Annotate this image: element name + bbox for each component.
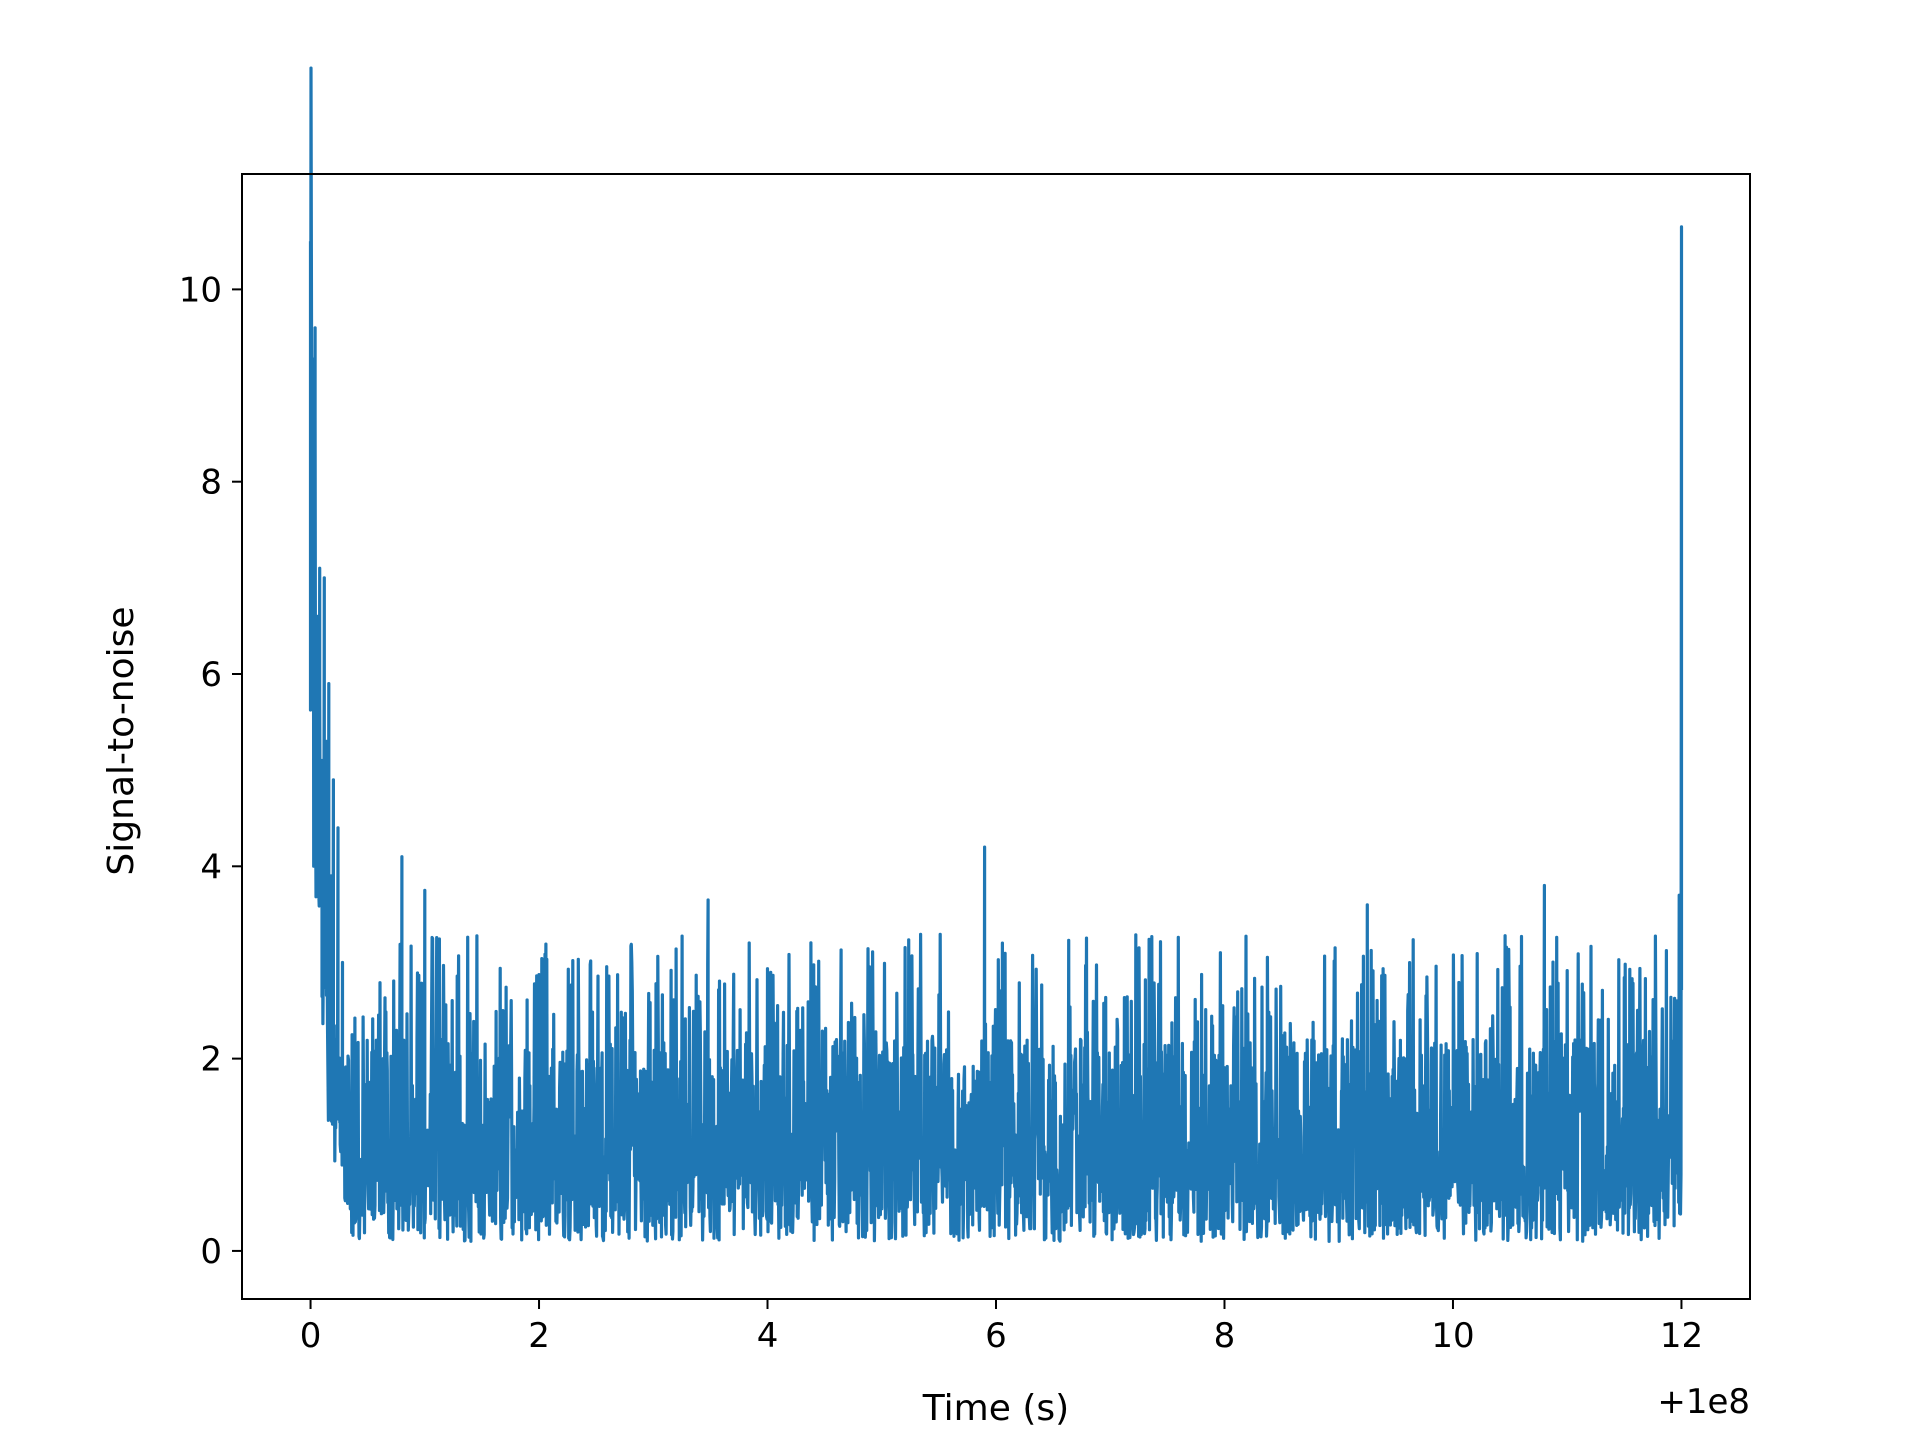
x-tick-label: 4 [757,1316,779,1356]
x-axis-ticks: 0 2 4 6 8 10 12 [300,1299,1703,1356]
x-tick-label: 0 [300,1316,322,1356]
x-tick-label: 10 [1431,1316,1474,1356]
x-tick-label: 2 [528,1316,550,1356]
y-tick-label: 8 [200,463,222,503]
y-tick-label: 2 [200,1040,222,1080]
series-line [308,66,1684,1243]
y-tick-label: 10 [179,270,222,310]
x-tick-label: 8 [1214,1316,1236,1356]
x-axis-label: Time (s) [922,1388,1069,1429]
y-tick-label: 6 [200,655,222,695]
y-tick-label: 4 [200,847,222,887]
y-axis-ticks: 0 2 4 6 8 10 [179,270,242,1272]
series-layer [308,66,1684,1243]
y-tick-label: 0 [200,1232,222,1272]
x-tick-label: 6 [985,1316,1007,1356]
y-axis-label: Signal-to-noise [101,606,142,875]
x-offset-label: +1e8 [1657,1382,1750,1422]
x-tick-label: 12 [1660,1316,1703,1356]
